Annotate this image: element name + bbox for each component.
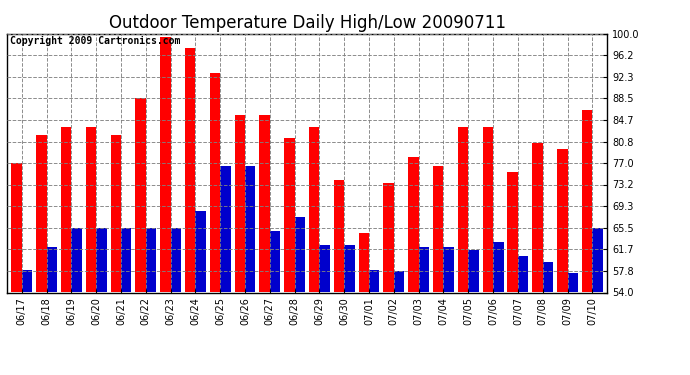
Bar (61, 126, 71, 292)
Bar (384, 183, 394, 292)
Bar (170, 228, 181, 292)
Bar (146, 228, 156, 292)
Bar (532, 143, 543, 292)
Bar (592, 228, 603, 292)
Bar (245, 166, 255, 292)
Bar (507, 171, 518, 292)
Bar (369, 270, 380, 292)
Bar (319, 244, 330, 292)
Bar (235, 115, 245, 292)
Bar (135, 98, 146, 292)
Bar (86, 126, 96, 292)
Bar (334, 180, 344, 292)
Bar (408, 158, 419, 292)
Bar (270, 231, 280, 292)
Bar (110, 135, 121, 292)
Bar (444, 248, 454, 292)
Bar (160, 36, 170, 292)
Bar (210, 73, 220, 292)
Bar (394, 271, 404, 292)
Bar (309, 126, 319, 292)
Bar (582, 110, 592, 292)
Bar (567, 273, 578, 292)
Bar (433, 166, 444, 292)
Bar (469, 250, 479, 292)
Bar (284, 138, 295, 292)
Bar (359, 233, 369, 292)
Bar (543, 261, 553, 292)
Bar (419, 248, 429, 292)
Bar (11, 163, 22, 292)
Bar (121, 228, 131, 292)
Bar (47, 248, 57, 292)
Bar (344, 244, 355, 292)
Bar (220, 166, 230, 292)
Bar (96, 228, 107, 292)
Bar (295, 216, 305, 292)
Bar (483, 126, 493, 292)
Bar (493, 242, 504, 292)
Bar (458, 126, 469, 292)
Bar (22, 270, 32, 292)
Title: Outdoor Temperature Daily High/Low 20090711: Outdoor Temperature Daily High/Low 20090… (108, 14, 506, 32)
Bar (36, 135, 47, 292)
Text: Copyright 2009 Cartronics.com: Copyright 2009 Cartronics.com (10, 36, 180, 46)
Bar (195, 211, 206, 292)
Bar (557, 149, 567, 292)
Bar (518, 256, 529, 292)
Bar (259, 115, 270, 292)
Bar (71, 228, 82, 292)
Bar (185, 48, 195, 292)
